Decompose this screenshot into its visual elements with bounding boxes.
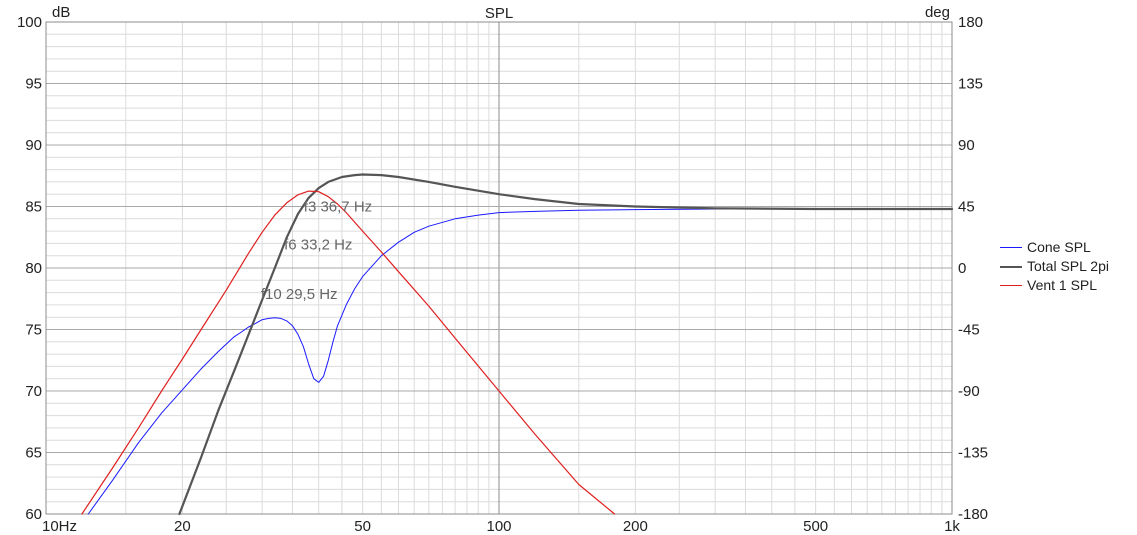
legend-swatch xyxy=(1000,265,1022,268)
x-tick-label: 50 xyxy=(354,518,371,535)
y-tick-label: 80 xyxy=(25,260,42,277)
chart-title: SPL xyxy=(485,5,513,22)
y-tick-label: 75 xyxy=(25,322,42,339)
x-tick-label: 10Hz xyxy=(42,518,77,535)
y2-tick-label: 0 xyxy=(958,260,966,277)
legend-label: Cone SPL xyxy=(1027,239,1091,255)
legend-item: Cone SPL xyxy=(1000,238,1109,257)
y-tick-label: 95 xyxy=(25,76,42,93)
x-tick-label: 1k xyxy=(944,518,960,535)
legend-label: Vent 1 SPL xyxy=(1027,277,1098,293)
y2-tick-label: 45 xyxy=(958,199,975,216)
left-axis-ticks: 100 95 90 85 80 75 70 65 60 xyxy=(17,14,42,523)
y2-tick-label: 90 xyxy=(958,137,975,154)
y2-tick-label: -180 xyxy=(958,506,988,523)
legend-item: Vent 1 SPL xyxy=(1000,276,1109,295)
plot-frame xyxy=(45,21,953,515)
right-axis-unit: deg xyxy=(925,4,950,21)
legend: Cone SPL Total SPL 2pi Vent 1 SPL xyxy=(1000,238,1109,295)
y-tick-label: 70 xyxy=(25,383,42,400)
legend-swatch xyxy=(1000,247,1022,248)
left-axis-unit: dB xyxy=(52,4,70,21)
x-axis-ticks: 10Hz 20 50 100 200 500 1k xyxy=(42,518,960,535)
cutoff-annotation: f10 29,5 Hz xyxy=(261,286,338,303)
y2-tick-label: -90 xyxy=(958,383,980,400)
y-tick-label: 100 xyxy=(17,14,42,31)
x-tick-label: 200 xyxy=(623,518,648,535)
y2-tick-label: -135 xyxy=(958,445,988,462)
y2-tick-label: 180 xyxy=(958,14,983,31)
legend-label: Total SPL 2pi xyxy=(1027,258,1109,274)
x-tick-label: 100 xyxy=(486,518,511,535)
x-tick-label: 500 xyxy=(803,518,828,535)
cutoff-annotation: f3 36,7 Hz xyxy=(304,199,372,216)
series-line-vent-1-spl xyxy=(81,190,616,515)
legend-swatch xyxy=(1000,285,1022,286)
right-axis-ticks: 180 135 90 45 0 -45 -90 -135 -180 xyxy=(958,14,988,523)
y-tick-label: 60 xyxy=(25,506,42,523)
y2-tick-label: 135 xyxy=(958,76,983,93)
y2-tick-label: -45 xyxy=(958,322,980,339)
y-tick-label: 90 xyxy=(25,137,42,154)
y-tick-label: 65 xyxy=(25,445,42,462)
major-grid xyxy=(46,22,952,514)
series-line-cone-spl xyxy=(87,208,953,515)
series-line-total-spl-2pi xyxy=(178,173,954,516)
legend-item: Total SPL 2pi xyxy=(1000,257,1109,276)
cutoff-annotation: f6 33,2 Hz xyxy=(284,237,352,254)
annotation-layer: f3 36,7 Hz f6 33,2 Hz f10 29,5 Hz xyxy=(261,199,372,303)
y-tick-label: 85 xyxy=(25,199,42,216)
x-tick-label: 20 xyxy=(174,518,191,535)
series-layer xyxy=(81,173,954,516)
